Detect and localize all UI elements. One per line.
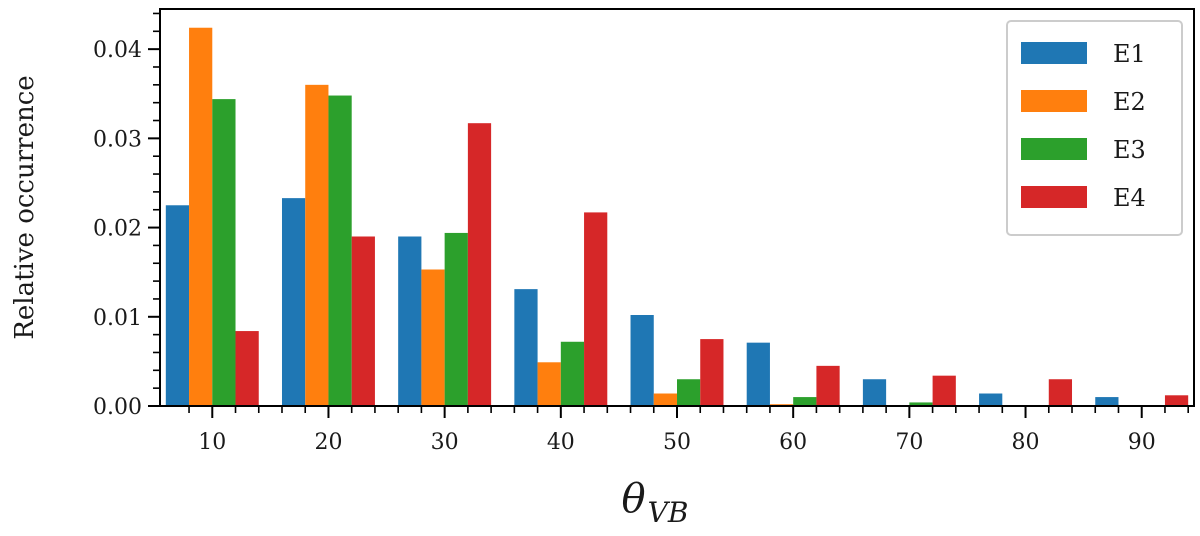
bar-e1-10 [165,205,190,406]
bar-e4-50 [700,339,724,406]
bar-e3-40 [560,341,585,406]
x-tick-label: 80 [1012,430,1040,455]
legend-swatch-e3 [1021,138,1087,160]
bar-e2-10 [189,27,213,406]
bar-e4-10 [235,331,259,406]
x-axis-title: θVB [622,476,689,529]
legend-box [1006,20,1183,236]
bar-e3-20 [328,95,352,406]
y-tick-label: 0.02 [93,217,142,242]
bar-e2-30 [421,269,445,406]
bar-e3-60 [793,397,817,406]
legend-swatch-e4 [1021,186,1087,208]
x-tick-label: 40 [547,430,575,455]
bar-e3-50 [677,379,701,406]
legend-label-e4: E4 [1113,184,1146,212]
bar-e1-50 [630,315,654,406]
x-tick-label: 50 [663,430,691,455]
y-tick-label: 0.01 [93,306,142,331]
bar-e4-90 [1164,395,1189,406]
legend: E1 E2 E3 E4 [1006,20,1183,236]
legend-label-e1: E1 [1113,40,1146,68]
bar-e4-20 [351,236,375,406]
y-ticks: 0.00 0.01 0.02 0.03 0.04 [93,12,160,420]
bar-e4-70 [932,375,956,406]
x-tick-label: 20 [314,430,342,455]
x-axis-title-main: θ [622,476,646,522]
bar-e1-70 [862,379,887,406]
legend-swatch-e2 [1021,90,1087,112]
x-axis-title-subscript: VB [648,496,689,529]
y-axis-title: Relative occurrence [10,75,40,339]
bar-e4-30 [467,123,492,406]
bar-e2-20 [305,84,329,407]
x-tick-label: 60 [779,430,807,455]
bar-e3-70 [909,402,933,406]
bar-e1-90 [1095,397,1119,406]
legend-label-e3: E3 [1113,136,1146,164]
legend-label-e2: E2 [1113,88,1146,116]
legend-swatch-e1 [1021,42,1087,64]
y-tick-label: 0.04 [93,38,142,63]
x-tick-label: 10 [198,430,226,455]
y-tick-label: 0.03 [93,127,142,152]
bar-e1-30 [398,236,422,406]
bar-e1-80 [979,393,1003,406]
bar-e1-40 [514,289,538,406]
bar-e3-10 [212,99,236,406]
x-tick-label: 30 [431,430,459,455]
bar-e4-80 [1048,379,1073,406]
x-tick-label: 70 [895,430,923,455]
bar-e3-30 [444,232,468,406]
bar-e4-60 [816,365,840,406]
x-ticks: 10 20 30 40 50 60 70 80 90 [188,406,1189,455]
bars-layer [165,27,1189,407]
bar-e1-60 [746,342,770,406]
x-tick-label: 90 [1128,430,1156,455]
bar-e2-40 [537,362,561,406]
bar-e1-20 [281,198,306,406]
bar-e4-40 [584,212,608,406]
y-tick-label: 0.00 [93,395,142,420]
bar-e2-50 [653,393,677,406]
